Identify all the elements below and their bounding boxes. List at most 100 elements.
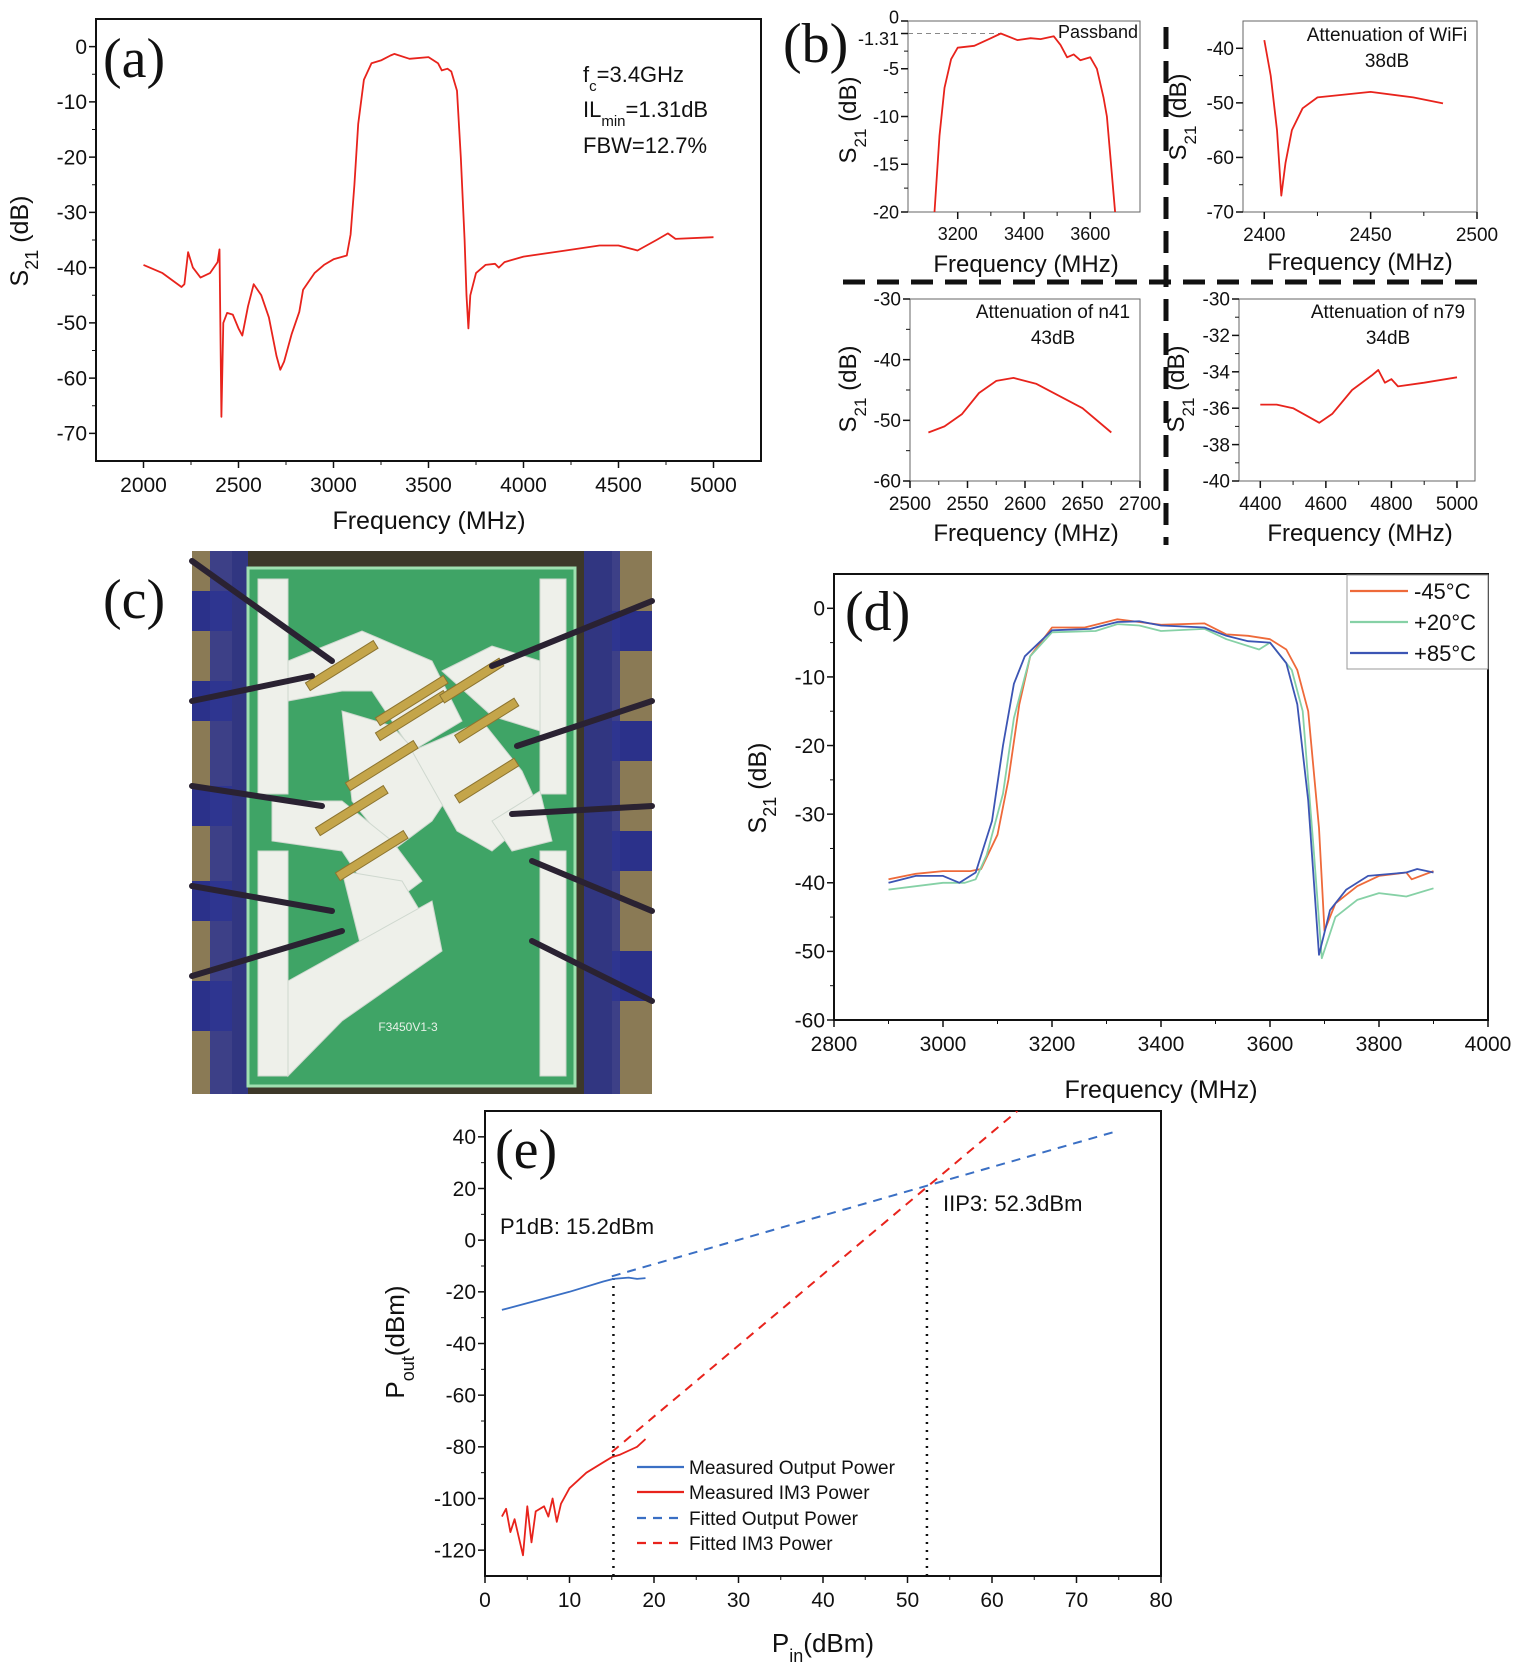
x-tick-label: 4600 [1305,494,1347,515]
y-axis-label: S21 (dB) [1165,74,1200,161]
series-line-0 [928,377,1112,434]
chip-label: F3450V1-3 [378,1020,438,1034]
y-axis-label-rest: (dB) [744,743,772,797]
legend-label: Fitted IM3 Power [689,1534,833,1555]
plot-annotation: 43dB [1031,328,1075,349]
x-tick-label: 3400 [1138,1033,1185,1056]
y-tick-label: -40 [874,350,901,371]
series-line-3 [611,1111,1019,1453]
annotation: P1dB: 15.2dBm [500,1214,654,1239]
y-tick-label: -30 [874,290,901,311]
x-tick-label: 20 [642,1589,665,1612]
y-tick-label: -100 [434,1488,476,1511]
series-group [933,32,1116,212]
y-tick-label: 40 [453,1126,476,1149]
series-group [1260,369,1458,424]
y-tick-label: -40 [1203,472,1230,493]
plot-frame [1242,20,1478,213]
annotation-sub: c [589,78,597,95]
plot-annotation: Passband [1058,22,1138,42]
x-tick-label: 40 [811,1589,834,1612]
x-tick-label: 2700 [1119,494,1161,515]
y-tick-label: -40 [446,1333,476,1356]
y-axis-label-sub: 21 [851,398,870,417]
chart-b-n79: 4400 4600 4800 5000 -30 -32 -34 -36 -38 -40 Freque… [1163,290,1478,547]
x-tick-label: 4500 [595,474,642,497]
x-tick-label: 60 [980,1589,1003,1612]
y-tick-label: 0 [889,7,899,27]
plot-annotation: 38dB [1365,51,1409,72]
plot-frame [484,1110,1162,1577]
y-axis-label: Pout(dBm) [380,1285,418,1398]
x-tick-label: 5000 [1436,494,1478,515]
y-tick-label: 0 [813,598,825,621]
plot-annotation: 34dB [1366,328,1410,349]
annotation: IIP3: 52.3dBm [943,1191,1082,1216]
y-axis-label-sub: 21 [1181,126,1200,145]
y-tick-label: -20 [57,146,87,169]
series-line-0 [143,53,714,418]
x-tick-label: 3000 [310,474,357,497]
series-group [501,1111,1120,1557]
y-axis-label: S21 (dB) [6,196,42,287]
annotation-sub: min [601,113,625,130]
y-axis-label-sub: 21 [1179,398,1198,417]
annotation-rest: =3.4GHz [597,62,684,87]
y-tick-label: -34 [1203,362,1231,383]
y-tick-label: -40 [57,257,87,280]
annotation: fc=3.4GHz [583,62,684,95]
x-tick-label: 3400 [1004,224,1044,244]
y-tick-label: -40 [1207,39,1234,60]
x-tick-label: 10 [558,1589,581,1612]
y-axis-label-sub: 21 [760,797,780,817]
x-axis-label-sub: in [789,1646,803,1666]
series-group [1263,39,1444,197]
x-tick-label: 3800 [1356,1033,1403,1056]
x-tick-label: 50 [896,1589,919,1612]
x-tick-label: 3600 [1247,1033,1294,1056]
chart-b-wifi: 2400 2450 2500 -40 -50 -60 -70 Frequency (MHz) S… [1165,20,1498,276]
x-tick-label: 2400 [1243,225,1285,246]
x-tick-label: 4000 [500,474,547,497]
y-tick-label: -30 [795,804,825,827]
x-tick-label: 4400 [1239,494,1281,515]
legend: Measured Output Power Measured IM3 Power F… [637,1458,896,1555]
y-tick-label: -20 [795,735,825,758]
legend-label: Measured IM3 Power [689,1483,870,1504]
panel-label: (a) [103,28,165,90]
y-tick-label: -60 [446,1385,476,1408]
series-line-2 [888,620,1434,956]
legend-label: Fitted Output Power [689,1509,859,1530]
plot-frame [909,298,1141,482]
y-tick-label: -30 [57,202,87,225]
series-line-0 [1263,39,1444,197]
chart-a: 2000 2500 3000 3500 4000 4500 5000 0 -10 -20 -30 -4… [6,18,762,535]
annotation-base: IL [583,97,601,122]
x-tick-label: 3600 [1070,224,1110,244]
panel-label-c: (c) [103,569,165,631]
series-line-2 [611,1129,1120,1278]
x-tick-label: 2600 [1004,494,1046,515]
series-line-1 [501,1438,647,1557]
x-axis-label-rest: (dBm) [803,1628,874,1658]
annotation-base: f [583,62,590,87]
legend: -45°C +20°C +85°C [1346,574,1489,670]
x-tick-label: 2500 [889,494,931,515]
y-tick-label: -40 [795,872,825,895]
chart-b-n41: 2500 2550 2600 2650 2700 -30 -40 -50 -60 Frequenc… [835,290,1161,547]
x-tick-label: 3500 [405,474,452,497]
legend-label: Measured Output Power [689,1458,896,1479]
series-line-0 [933,32,1116,212]
y-axis-label: S21 (dB) [835,77,870,164]
y-tick-label: -80 [446,1436,476,1459]
x-tick-label: 4000 [1465,1033,1512,1056]
y-axis-label-rest: (dB) [1165,74,1192,126]
x-tick-label: 5000 [690,474,737,497]
x-tick-label: 3200 [938,224,978,244]
x-axis-label: Frequency (MHz) [332,507,525,535]
y-axis-label-base: S [835,147,862,163]
y-tick-label: -10 [57,91,87,114]
y-tick-label: -50 [874,411,901,432]
plot-annotation: Attenuation of n41 [976,302,1130,323]
